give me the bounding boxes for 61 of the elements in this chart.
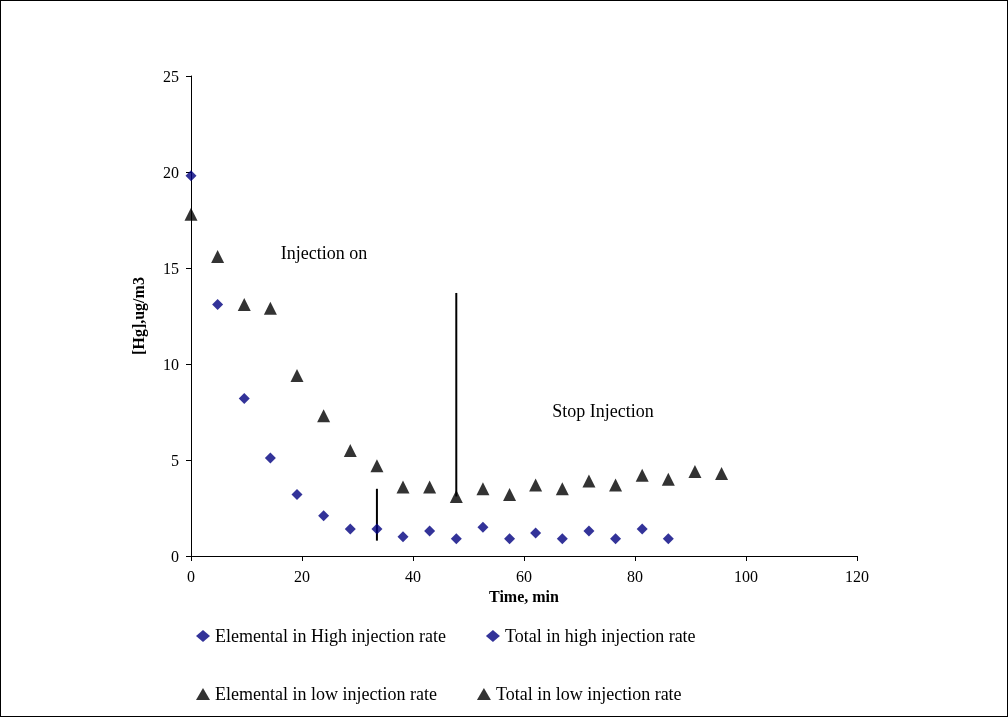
point [263, 301, 277, 315]
point [661, 472, 675, 486]
x-tick-label: 60 [516, 567, 532, 585]
y-tick-label: 5 [171, 451, 179, 469]
point [317, 409, 331, 423]
x-tick-label: 40 [405, 567, 421, 585]
point [476, 482, 490, 496]
x-tick-label: 20 [294, 567, 310, 585]
point [237, 297, 251, 311]
x-tick-label: 80 [627, 567, 643, 585]
point [688, 465, 702, 479]
point [635, 468, 649, 482]
annotation: Injection on [280, 243, 368, 263]
point [477, 521, 489, 533]
point [291, 489, 303, 501]
x-axis-title: Time, min [489, 588, 560, 606]
point [636, 523, 648, 535]
y-tick-label: 15 [163, 259, 179, 277]
annotation: Stop Injection [552, 401, 654, 421]
x-tick-label: 100 [734, 567, 758, 585]
point [371, 523, 383, 535]
point [318, 510, 330, 522]
y-tick-label: 0 [171, 547, 179, 565]
point [530, 527, 542, 539]
point [238, 393, 250, 405]
point [397, 531, 409, 543]
point [370, 459, 384, 473]
point [555, 482, 569, 496]
y-tick-label: 25 [163, 67, 179, 85]
point [184, 207, 198, 221]
y-axis-title: [Hg],ug/m3 [129, 277, 148, 355]
point [715, 466, 729, 480]
point [264, 452, 276, 464]
point [610, 533, 622, 545]
point [556, 533, 568, 545]
x-tick-label: 120 [845, 567, 869, 585]
point [290, 369, 304, 383]
legend-label: Total in high injection rate [504, 626, 696, 646]
y-tick-label: 20 [163, 163, 179, 181]
point [503, 488, 517, 502]
point [424, 525, 436, 537]
point [609, 478, 623, 492]
point [344, 523, 356, 535]
point [662, 533, 674, 545]
point [423, 480, 437, 494]
point [529, 478, 543, 492]
point [185, 170, 197, 182]
y-tick-label: 10 [163, 355, 179, 373]
point [211, 249, 225, 263]
point [396, 480, 410, 494]
legend-label: Elemental in low injection rate [215, 684, 437, 704]
point [450, 533, 462, 545]
point [212, 298, 224, 310]
point [504, 533, 516, 545]
legend-label: Total in low injection rate [495, 684, 682, 704]
point [582, 474, 596, 488]
point [449, 489, 463, 503]
x-tick-label: 0 [187, 567, 195, 585]
point [343, 443, 357, 457]
legend-label: Elemental in High injection rate [215, 626, 446, 646]
point [583, 525, 595, 537]
